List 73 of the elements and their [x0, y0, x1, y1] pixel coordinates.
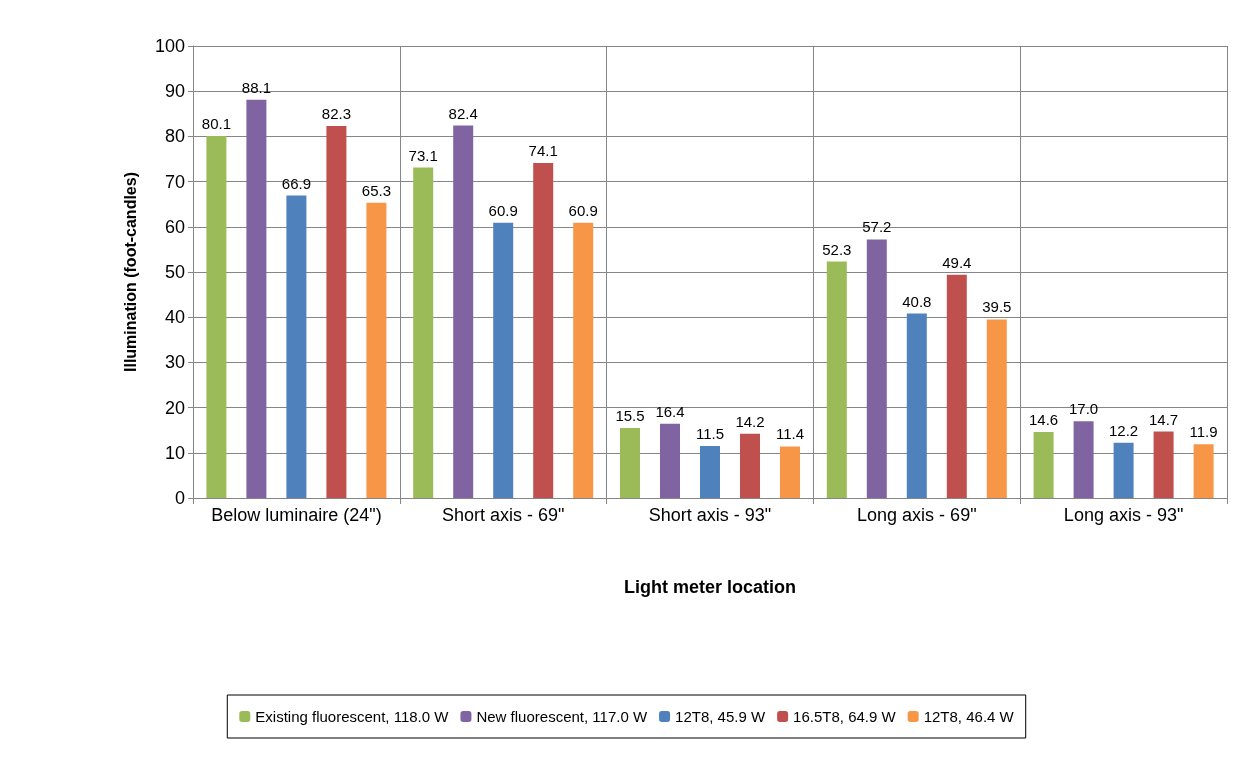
- data-label: 60.9: [488, 201, 518, 219]
- data-label: 14.7: [1149, 410, 1179, 428]
- y-tick-label: 50: [164, 262, 185, 282]
- bar: [826, 261, 847, 498]
- data-label: 40.8: [902, 292, 932, 310]
- y-tick-label: 30: [164, 352, 185, 373]
- bar: [366, 202, 387, 498]
- bar: [1193, 444, 1214, 498]
- bar: [573, 222, 594, 498]
- legend-label: 16.5T8, 64.9 W: [793, 708, 897, 725]
- legend-label: 12T8, 46.4 W: [923, 708, 1015, 725]
- bar: [286, 195, 307, 498]
- data-label: 82.4: [448, 104, 478, 122]
- bar: [660, 423, 680, 498]
- x-axis-title: Light meter location: [623, 577, 797, 597]
- legend-label: Existing fluorescent, 118.0 W: [255, 708, 450, 725]
- bar: [246, 99, 267, 498]
- y-tick-label: 60: [164, 216, 185, 237]
- data-label: 11.4: [775, 425, 805, 443]
- bar: [1033, 432, 1054, 498]
- y-tick-label: 40: [164, 307, 185, 328]
- x-tick-label: Long axis - 93": [1063, 505, 1184, 525]
- bar: [453, 125, 474, 498]
- data-label: 66.9: [281, 174, 311, 192]
- data-label: 14.6: [1029, 411, 1059, 429]
- y-tick-label: 80: [164, 126, 185, 147]
- data-label: 57.2: [862, 218, 892, 236]
- bar: [780, 446, 800, 498]
- data-label: 74.1: [528, 142, 558, 160]
- legend-label: New fluorescent, 117.0 W: [476, 708, 648, 725]
- bar: [620, 427, 640, 498]
- y-tick-label: 100: [154, 36, 185, 56]
- y-tick-label: 70: [164, 171, 185, 192]
- data-label: 82.3: [321, 105, 351, 122]
- data-label: 11.5: [695, 425, 725, 443]
- bar: [206, 135, 227, 498]
- bar: [866, 239, 887, 498]
- data-label: 12.2: [1109, 421, 1139, 439]
- data-label: 17.0: [1069, 400, 1099, 418]
- y-tick-label: 0: [174, 488, 185, 508]
- data-label: 73.1: [408, 146, 438, 164]
- data-label: 60.9: [568, 201, 598, 219]
- x-tick-label: Short axis - 69": [441, 505, 565, 525]
- x-tick-label: Short axis - 93": [648, 505, 772, 525]
- data-label: 39.5: [982, 298, 1012, 316]
- bar: [1073, 421, 1094, 498]
- data-label: 16.4: [655, 402, 685, 420]
- y-axis-title: Illumination (foot-candles): [121, 172, 139, 372]
- data-label: 11.9: [1189, 423, 1218, 441]
- data-label: 14.2: [735, 412, 765, 430]
- x-tick-label: Long axis - 69": [857, 505, 977, 525]
- data-label: 15.5: [615, 406, 645, 424]
- data-label: 65.3: [361, 181, 391, 199]
- bar: [1113, 442, 1134, 498]
- bar: [740, 433, 760, 498]
- bar: [906, 313, 927, 498]
- y-tick-label: 20: [164, 397, 185, 418]
- data-label: 52.3: [822, 240, 852, 258]
- bar: [700, 446, 720, 498]
- x-tick-label: Below luminaire (24"): [211, 505, 382, 525]
- bar: [413, 167, 434, 498]
- y-tick-label: 90: [164, 81, 185, 102]
- data-label: 88.1: [241, 78, 271, 96]
- data-label: 80.1: [201, 114, 231, 132]
- bar: [1153, 431, 1174, 498]
- bar: [326, 126, 347, 498]
- legend-label: 12T8, 45.9 W: [675, 708, 766, 725]
- bar: [946, 274, 967, 498]
- bar: [986, 319, 1007, 498]
- data-label: 49.4: [942, 253, 972, 271]
- bar: [493, 222, 514, 498]
- y-tick-label: 10: [164, 442, 185, 463]
- bar: [533, 163, 554, 498]
